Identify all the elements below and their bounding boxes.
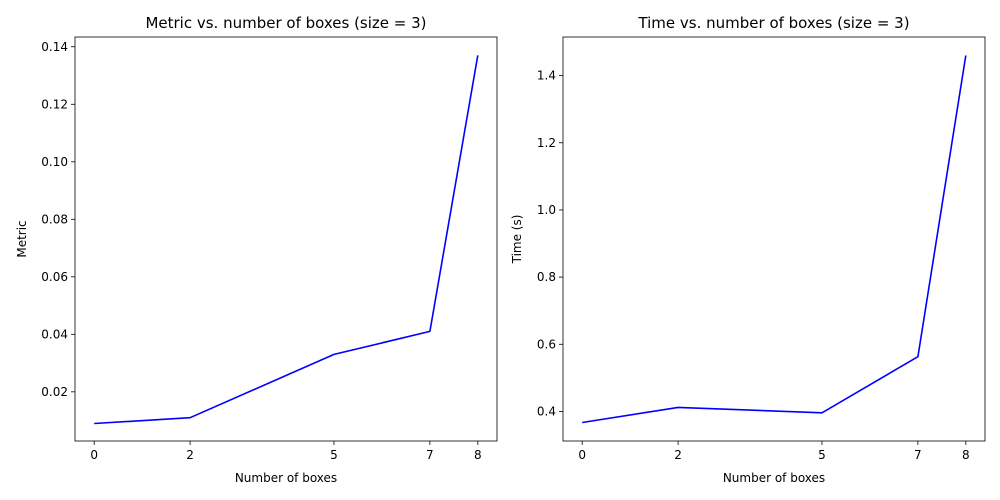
series-line xyxy=(94,55,479,425)
chart-title: Metric vs. number of boxes (size = 3) xyxy=(145,14,426,32)
chart-title: Time vs. number of boxes (size = 3) xyxy=(637,14,909,32)
x-tick-label: 7 xyxy=(426,448,434,462)
y-tick-label: 1.2 xyxy=(537,136,556,150)
y-ticks: 0.4 0.6 0.8 1.0 1.2 1.4 xyxy=(537,69,563,418)
y-tick-label: 0.8 xyxy=(537,270,556,284)
x-axis-label: Number of boxes xyxy=(723,471,825,485)
x-tick-label: 5 xyxy=(818,448,826,462)
x-tick-label: 8 xyxy=(962,448,970,462)
series-group xyxy=(582,55,967,424)
y-tick-label: 0.08 xyxy=(41,212,68,226)
series-line xyxy=(582,55,967,424)
x-tick-label: 0 xyxy=(578,448,586,462)
plot-frame xyxy=(562,36,986,442)
y-axis-label: Time (s) xyxy=(510,215,524,265)
metric-chart: Metric vs. number of boxes (size = 3) Nu… xyxy=(15,14,498,485)
y-tick-label: 1.4 xyxy=(537,69,556,83)
x-ticks: 0 2 5 7 8 xyxy=(578,441,970,462)
x-tick-label: 0 xyxy=(90,448,98,462)
y-tick-label: 0.02 xyxy=(41,385,68,399)
y-ticks: 0.02 0.04 0.06 0.08 0.10 0.12 0.14 xyxy=(41,40,75,399)
series-group xyxy=(94,55,479,425)
x-tick-label: 2 xyxy=(186,448,194,462)
x-tick-label: 2 xyxy=(674,448,682,462)
x-tick-label: 8 xyxy=(474,448,482,462)
y-tick-label: 1.0 xyxy=(537,203,556,217)
x-ticks: 0 2 5 7 8 xyxy=(90,441,482,462)
y-tick-label: 0.12 xyxy=(41,97,68,111)
x-tick-label: 5 xyxy=(330,448,338,462)
y-tick-label: 0.06 xyxy=(41,270,68,284)
y-tick-label: 0.4 xyxy=(537,404,556,418)
y-axis-label: Metric xyxy=(15,220,29,257)
plot-frame xyxy=(74,36,498,442)
y-tick-label: 0.14 xyxy=(41,40,68,54)
y-tick-label: 0.04 xyxy=(41,327,68,341)
x-tick-label: 7 xyxy=(914,448,922,462)
time-chart: Time vs. number of boxes (size = 3) Numb… xyxy=(510,14,986,485)
x-axis-label: Number of boxes xyxy=(235,471,337,485)
y-tick-label: 0.6 xyxy=(537,337,556,351)
y-tick-label: 0.10 xyxy=(41,155,68,169)
